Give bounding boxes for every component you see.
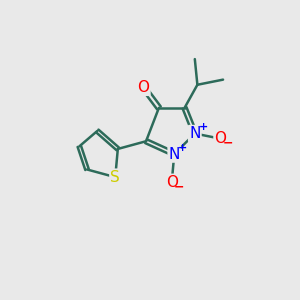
Text: O: O <box>137 80 149 95</box>
Text: S: S <box>110 170 120 185</box>
Text: O: O <box>166 175 178 190</box>
Text: N: N <box>189 126 200 141</box>
Text: −: − <box>174 180 184 194</box>
Text: +: + <box>198 122 208 132</box>
Text: N: N <box>169 147 180 162</box>
Text: O: O <box>214 131 226 146</box>
Text: −: − <box>222 137 233 150</box>
Text: +: + <box>178 143 187 153</box>
